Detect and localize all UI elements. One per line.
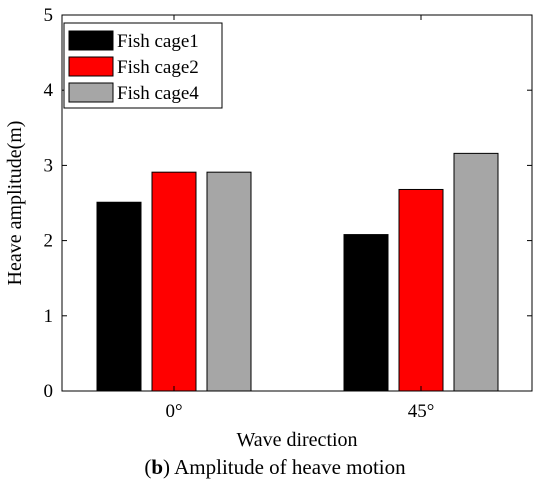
x-axis-label: Wave direction <box>236 429 357 451</box>
y-tick-label: 3 <box>44 155 54 176</box>
x-tick-label: 0° <box>165 401 182 422</box>
y-tick-label: 5 <box>44 5 54 26</box>
legend-label: Fish cage1 <box>117 31 199 52</box>
legend: Fish cage1 Fish cage2 Fish cage4 <box>63 22 223 109</box>
y-tick-label: 1 <box>44 306 54 327</box>
legend-label: Fish cage2 <box>117 57 199 78</box>
y-tick-label: 2 <box>44 231 54 252</box>
bars-layer <box>96 152 499 392</box>
bar-2-1 <box>151 171 197 392</box>
bar-3-1 <box>206 171 252 392</box>
bar-1-1 <box>96 201 142 392</box>
legend-swatch <box>68 30 114 51</box>
figure-caption: (b) Amplitude of heave motion <box>144 455 406 479</box>
y-axis-label: Heave amplitude(m) <box>4 121 26 286</box>
legend-swatch <box>68 56 114 77</box>
legend-label: Fish cage4 <box>117 83 199 104</box>
bar-2-2 <box>398 188 444 392</box>
ticks-layer: 0 1 2 3 4 5 0° 45° <box>44 5 532 422</box>
plot-frame <box>61 14 533 392</box>
y-tick-label: 0 <box>44 381 54 402</box>
legend-swatch <box>68 82 114 103</box>
caption-prefix: b <box>151 455 163 479</box>
caption-text: Amplitude of heave motion <box>174 455 406 479</box>
y-tick-label: 4 <box>44 80 54 101</box>
bar-3-2 <box>453 152 499 392</box>
x-tick-label: 45° <box>408 401 435 422</box>
bar-1-2 <box>343 234 389 392</box>
legend-items: Fish cage1 Fish cage2 Fish cage4 <box>68 30 199 104</box>
